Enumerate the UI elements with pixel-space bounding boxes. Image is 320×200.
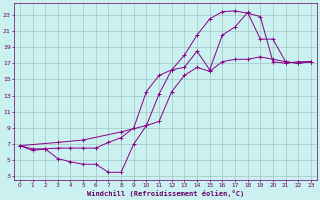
X-axis label: Windchill (Refroidissement éolien,°C): Windchill (Refroidissement éolien,°C) xyxy=(87,190,244,197)
